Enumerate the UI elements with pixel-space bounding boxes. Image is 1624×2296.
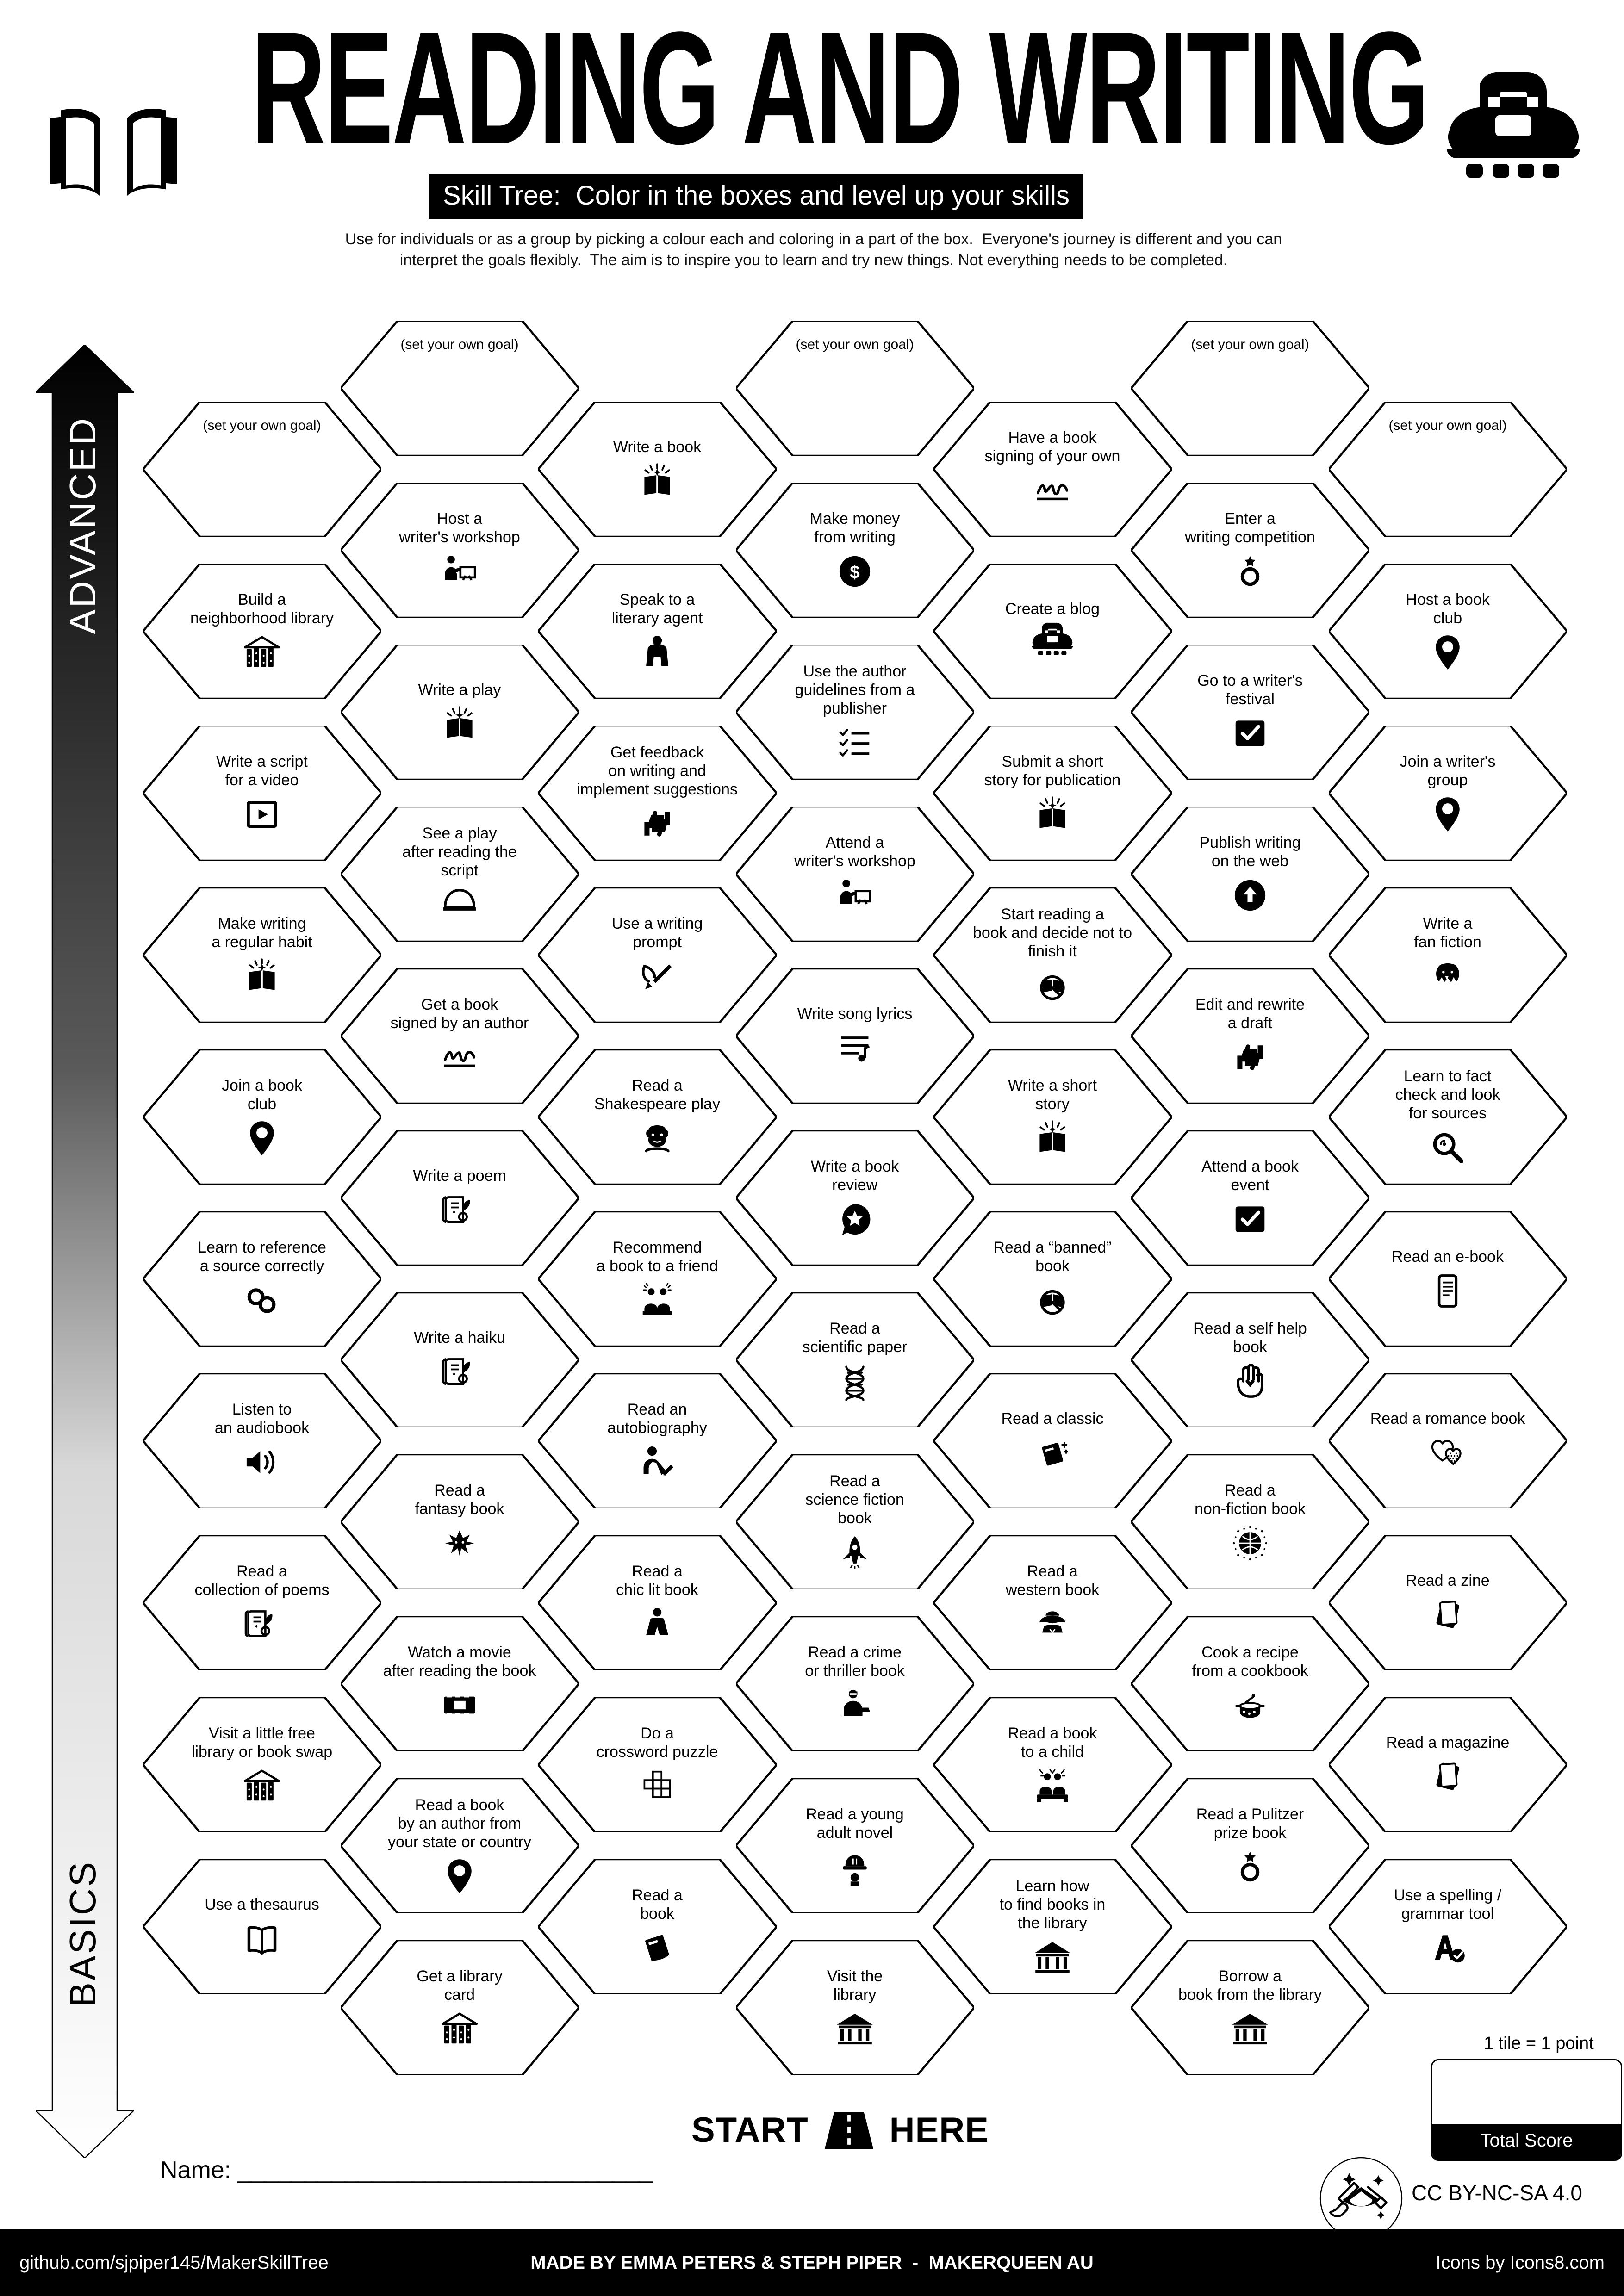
svg-text:$: $	[850, 563, 859, 583]
